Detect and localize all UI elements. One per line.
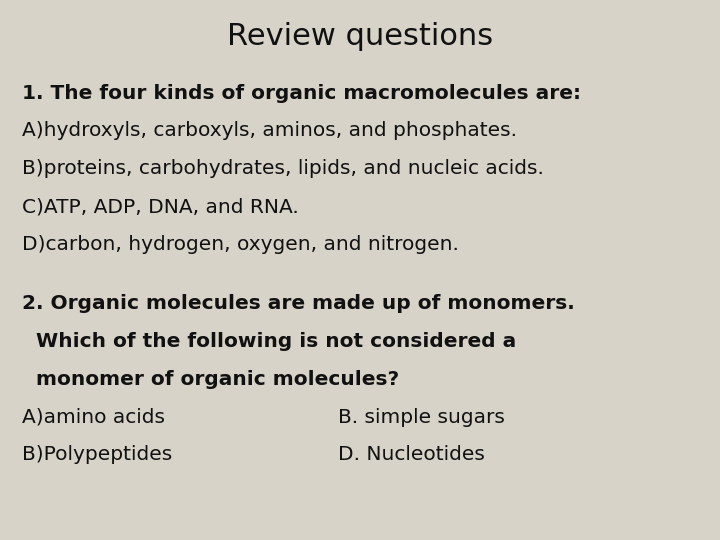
Text: 2. Organic molecules are made up of monomers.: 2. Organic molecules are made up of mono… bbox=[22, 294, 575, 313]
Text: C)ATP, ADP, DNA, and RNA.: C)ATP, ADP, DNA, and RNA. bbox=[22, 197, 298, 216]
Text: Review questions: Review questions bbox=[227, 22, 493, 51]
Text: Which of the following is not considered a: Which of the following is not considered… bbox=[22, 332, 516, 351]
Text: monomer of organic molecules?: monomer of organic molecules? bbox=[22, 370, 399, 389]
Text: B)proteins, carbohydrates, lipids, and nucleic acids.: B)proteins, carbohydrates, lipids, and n… bbox=[22, 159, 544, 178]
Text: D)carbon, hydrogen, oxygen, and nitrogen.: D)carbon, hydrogen, oxygen, and nitrogen… bbox=[22, 235, 459, 254]
Text: B. simple sugars: B. simple sugars bbox=[338, 408, 505, 427]
Text: 1. The four kinds of organic macromolecules are:: 1. The four kinds of organic macromolecu… bbox=[22, 84, 580, 103]
Text: A)amino acids: A)amino acids bbox=[22, 408, 165, 427]
Text: A)hydroxyls, carboxyls, aminos, and phosphates.: A)hydroxyls, carboxyls, aminos, and phos… bbox=[22, 122, 517, 140]
Text: B)Polypeptides: B)Polypeptides bbox=[22, 446, 172, 464]
Text: D. Nucleotides: D. Nucleotides bbox=[338, 446, 485, 464]
